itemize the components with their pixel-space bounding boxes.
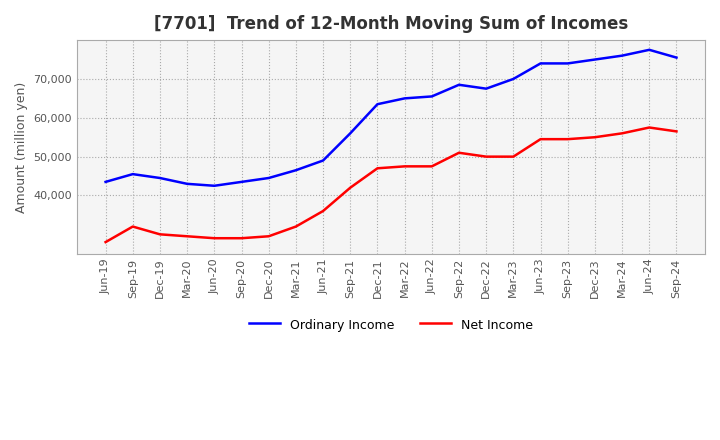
Ordinary Income xyxy=(156,176,164,181)
Ordinary Income xyxy=(237,179,246,184)
Net Income xyxy=(128,224,137,229)
Net Income xyxy=(292,224,300,229)
Ordinary Income xyxy=(128,172,137,177)
Title: [7701]  Trend of 12-Month Moving Sum of Incomes: [7701] Trend of 12-Month Moving Sum of I… xyxy=(154,15,628,33)
Net Income xyxy=(536,136,545,142)
Net Income xyxy=(237,235,246,241)
Line: Ordinary Income: Ordinary Income xyxy=(106,50,677,186)
Ordinary Income xyxy=(346,131,354,136)
Net Income xyxy=(264,234,273,239)
Ordinary Income xyxy=(645,47,654,52)
Ordinary Income xyxy=(292,168,300,173)
Ordinary Income xyxy=(373,102,382,107)
Ordinary Income xyxy=(672,55,681,60)
Ordinary Income xyxy=(102,179,110,184)
Ordinary Income xyxy=(536,61,545,66)
Y-axis label: Amount (million yen): Amount (million yen) xyxy=(15,81,28,213)
Ordinary Income xyxy=(563,61,572,66)
Net Income xyxy=(454,150,463,155)
Net Income xyxy=(102,239,110,245)
Net Income xyxy=(400,164,409,169)
Ordinary Income xyxy=(428,94,436,99)
Net Income xyxy=(509,154,518,159)
Net Income xyxy=(590,135,599,140)
Net Income xyxy=(672,129,681,134)
Net Income xyxy=(618,131,626,136)
Net Income xyxy=(373,165,382,171)
Ordinary Income xyxy=(400,96,409,101)
Ordinary Income xyxy=(590,57,599,62)
Net Income xyxy=(428,164,436,169)
Legend: Ordinary Income, Net Income: Ordinary Income, Net Income xyxy=(244,312,538,337)
Ordinary Income xyxy=(183,181,192,187)
Net Income xyxy=(563,136,572,142)
Ordinary Income xyxy=(509,76,518,81)
Ordinary Income xyxy=(482,86,490,92)
Net Income xyxy=(210,235,219,241)
Net Income xyxy=(183,234,192,239)
Net Income xyxy=(319,209,328,214)
Ordinary Income xyxy=(319,158,328,163)
Net Income xyxy=(482,154,490,159)
Ordinary Income xyxy=(264,176,273,181)
Net Income xyxy=(156,232,164,237)
Ordinary Income xyxy=(454,82,463,88)
Ordinary Income xyxy=(618,53,626,58)
Ordinary Income xyxy=(210,183,219,188)
Net Income xyxy=(346,185,354,191)
Line: Net Income: Net Income xyxy=(106,128,677,242)
Net Income xyxy=(645,125,654,130)
